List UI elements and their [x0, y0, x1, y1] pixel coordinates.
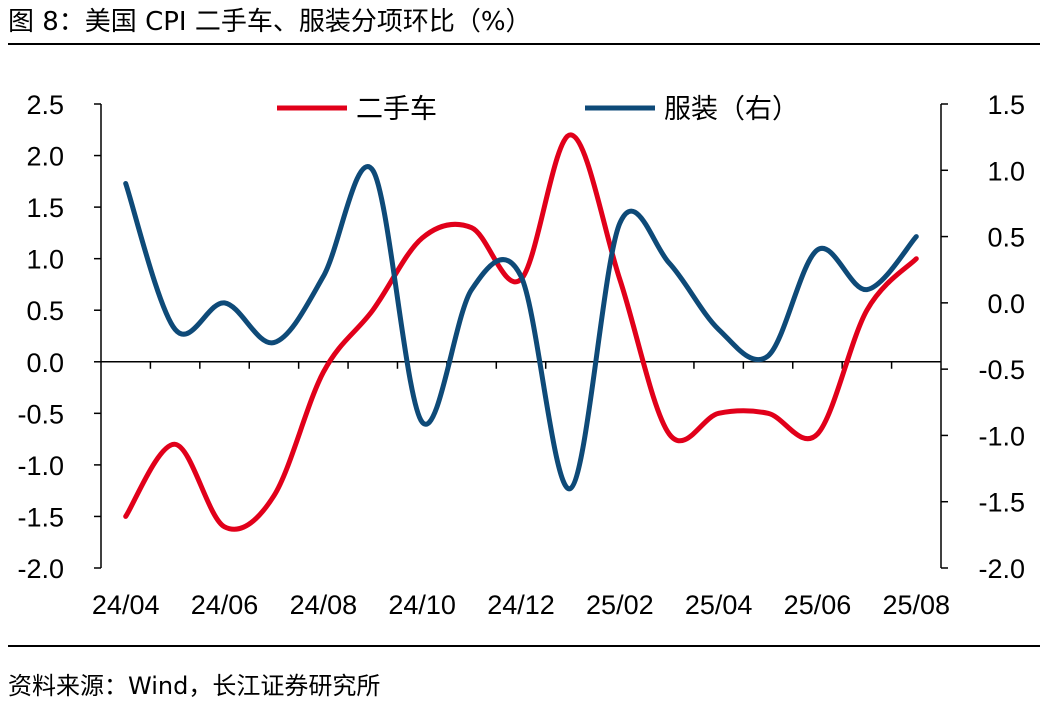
y-left-tick-label: 1.5	[26, 193, 64, 223]
y-left-tick-label: -1.5	[17, 502, 64, 532]
y-right-tick-label: 0.5	[987, 223, 1025, 253]
y-right-tick-label: -1.5	[978, 488, 1025, 518]
x-tick-label: 24/12	[487, 590, 555, 620]
legend-label-used-cars: 二手车	[356, 94, 437, 125]
y-left-tick-label: -1.0	[17, 451, 64, 481]
y-right-tick-label: -1.0	[978, 421, 1025, 451]
source-note: 资料来源：Wind，长江证券研究所	[8, 672, 381, 700]
x-tick-label: 25/04	[685, 590, 753, 620]
series-line-used-cars	[123, 132, 919, 532]
y-left-tick-label: 1.0	[26, 245, 64, 275]
x-tick-label: 25/06	[784, 590, 852, 620]
y-left-tick-label: -0.5	[17, 399, 64, 429]
y-left-tick-label: -2.0	[17, 554, 64, 584]
x-tick-label: 24/10	[388, 590, 456, 620]
y-right-tick-label: -2.0	[978, 554, 1025, 584]
y-left-tick-label: 2.0	[26, 142, 64, 172]
y-right-tick-label: 0.0	[987, 289, 1025, 319]
x-tick-label: 24/04	[92, 590, 160, 620]
y-left-tick-label: 2.5	[26, 90, 64, 120]
x-tick-label: 24/06	[191, 590, 259, 620]
series-line-apparel	[123, 164, 919, 492]
title-divider	[8, 43, 1040, 45]
legend-label-apparel: 服装（右）	[664, 94, 799, 125]
source-divider	[8, 645, 1040, 647]
y-right-tick-label: -0.5	[978, 355, 1025, 385]
chart: 2.5 2.0 1.5 1.0 0.5 0.0 -0.5 -1.0 -1.5 -2.0 1.5 1.0…	[17, 90, 1025, 620]
y-left-tick-label: 0.5	[26, 296, 64, 326]
x-tick-label: 25/08	[883, 590, 951, 620]
figure-title: 图 8：美国 CPI 二手车、服装分项环比（%）	[8, 7, 532, 37]
x-tick-label: 24/08	[290, 590, 358, 620]
y-right-tick-label: 1.0	[987, 156, 1025, 186]
x-tick-label: 25/02	[586, 590, 654, 620]
y-left-tick-label: 0.0	[26, 348, 64, 378]
y-right-tick-label: 1.5	[987, 90, 1025, 120]
